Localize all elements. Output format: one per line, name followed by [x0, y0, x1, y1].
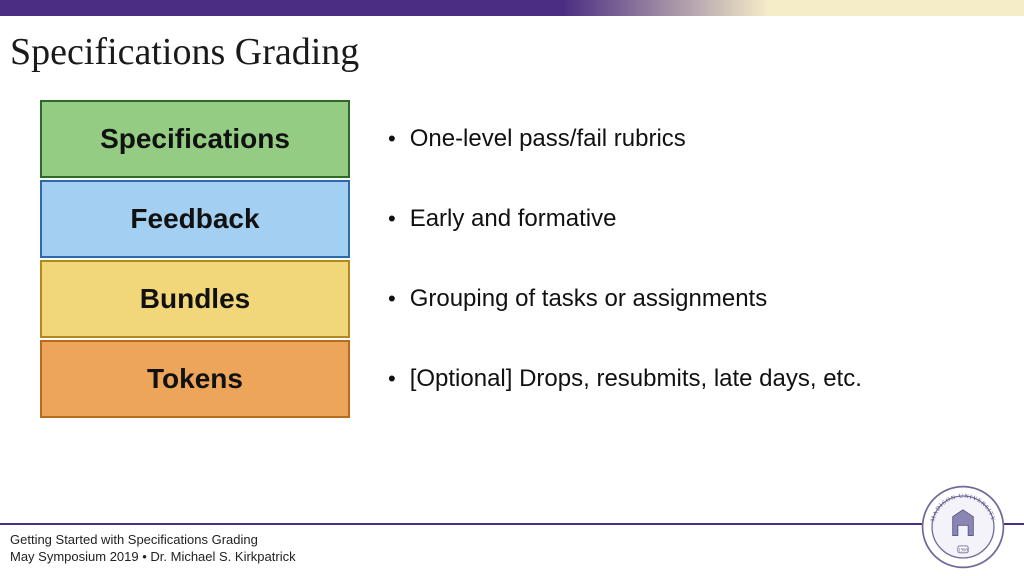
- box-bundles: Bundles: [40, 260, 350, 338]
- row-tokens: Tokens [Optional] Drops, resubmits, late…: [40, 340, 984, 418]
- content-area: Specifications One-level pass/fail rubri…: [0, 80, 1024, 576]
- row-feedback: Feedback Early and formative: [40, 180, 984, 258]
- row-specifications: Specifications One-level pass/fail rubri…: [40, 100, 984, 178]
- row-bundles: Bundles Grouping of tasks or assignments: [40, 260, 984, 338]
- footer: Getting Started with Specifications Grad…: [0, 523, 1024, 576]
- box-tokens: Tokens: [40, 340, 350, 418]
- desc-bundles: Grouping of tasks or assignments: [350, 285, 984, 313]
- desc-feedback: Early and formative: [350, 205, 984, 233]
- university-seal-icon: MADISON UNIVERSITY 1908: [920, 484, 1006, 570]
- seal-year: 1908: [958, 549, 968, 554]
- desc-tokens: [Optional] Drops, resubmits, late days, …: [350, 365, 984, 393]
- footer-line-1: Getting Started with Specifications Grad…: [10, 531, 1014, 549]
- slide: Specifications Grading Specifications On…: [0, 0, 1024, 576]
- footer-line-2: May Symposium 2019 • Dr. Michael S. Kirk…: [10, 548, 1014, 566]
- top-accent-bar: [0, 0, 1024, 16]
- box-feedback: Feedback: [40, 180, 350, 258]
- box-specifications: Specifications: [40, 100, 350, 178]
- desc-specifications: One-level pass/fail rubrics: [350, 125, 984, 153]
- page-title: Specifications Grading: [0, 16, 1024, 80]
